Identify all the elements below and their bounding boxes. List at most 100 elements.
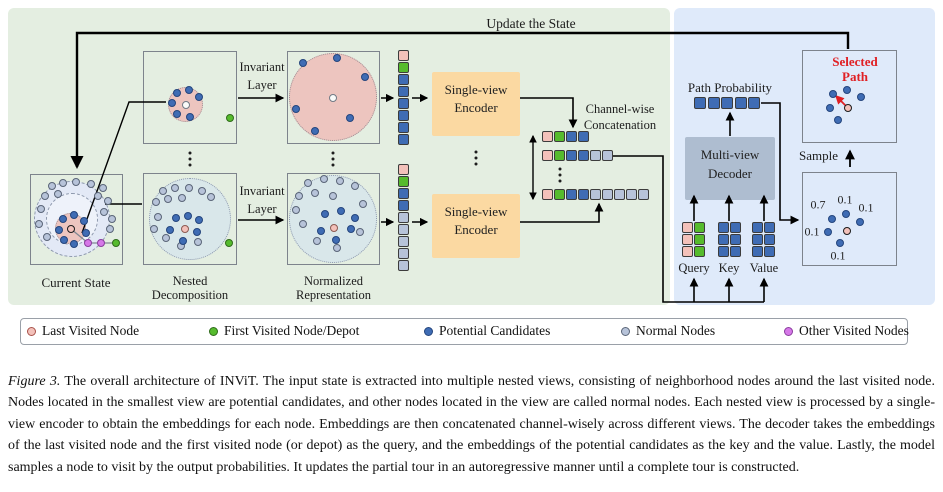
gray-node: [311, 189, 319, 197]
pinkbold-node: [67, 225, 75, 233]
blue-embedding-square: [566, 150, 577, 161]
green-embedding-square: [554, 131, 565, 142]
last-visited-node-marker: [27, 326, 36, 336]
gray-embedding-square: [638, 189, 649, 200]
gray-node: [320, 175, 328, 183]
blue-embedding-square: [398, 110, 409, 121]
blue-node: [299, 59, 307, 67]
pinkbold-node: [843, 227, 851, 235]
gray-embedding-square: [590, 150, 601, 161]
gray-node: [48, 182, 56, 190]
gray-node: [194, 238, 202, 246]
gray-node: [41, 192, 49, 200]
invariant-top-line2: Layer: [247, 78, 277, 92]
blue-node: [836, 239, 844, 247]
blue-embedding-square: [398, 134, 409, 145]
value-embedding-grid: [752, 222, 775, 257]
blue-node: [55, 226, 63, 234]
nested-label-line2: Decomposition: [151, 288, 229, 302]
legend-label-normal-nodes: Normal Nodes: [636, 323, 716, 338]
pink-embedding-square: [398, 50, 409, 61]
green-embedding-square: [694, 222, 705, 233]
blue-node: [351, 214, 359, 222]
gray-node: [164, 195, 172, 203]
selected-path-label: Selected Path: [820, 54, 890, 84]
query-embedding-grid: [682, 222, 705, 257]
gray-node: [185, 184, 193, 192]
green-node: [112, 239, 120, 247]
normalized-label-line1: Normalized: [303, 274, 363, 288]
invariant-layer-bottom-label: Invariant Layer: [236, 182, 288, 218]
legend-label-last-visited: Last Visited Node: [42, 323, 140, 338]
violet-node: [97, 239, 105, 247]
blue-node: [824, 228, 832, 236]
green-embedding-square: [694, 246, 705, 257]
gray-node: [359, 200, 367, 208]
gray-embedding-square: [398, 248, 409, 259]
concat-label-line2: Concatenation: [583, 118, 657, 132]
gray-embedding-square: [398, 236, 409, 247]
blue-node: [834, 116, 842, 124]
green-embedding-square: [554, 150, 565, 161]
gray-node: [207, 193, 215, 201]
blue-embedding-square: [578, 150, 589, 161]
legend-label-potential-candidates: Potential Candidates: [439, 323, 551, 338]
open-node: [329, 94, 337, 102]
blue-embedding-square: [578, 189, 589, 200]
legend-item-first-visited: First Visited Node/Depot: [209, 319, 359, 343]
legend-label-first-visited: First Visited Node/Depot: [224, 323, 360, 338]
key-embedding-grid: [718, 222, 741, 257]
pink-embedding-square: [682, 246, 693, 257]
gray-node: [43, 233, 51, 241]
blue-embedding-square: [764, 234, 775, 245]
blue-embedding-square: [752, 234, 763, 245]
blue-embedding-square: [718, 234, 729, 245]
gray-node: [178, 194, 186, 202]
normal-nodes-marker: [621, 326, 630, 336]
gray-node: [159, 187, 167, 195]
normalized-bottom-box: [287, 173, 380, 265]
pink-embedding-square: [682, 222, 693, 233]
first-visited-node-marker: [209, 326, 218, 336]
blue-embedding-square: [764, 246, 775, 257]
nested-decomposition-label: Nested Decomposition: [133, 274, 247, 302]
gray-embedding-square: [602, 189, 613, 200]
other-visited-node-marker: [784, 326, 793, 336]
blue-embedding-square: [398, 122, 409, 133]
gray-node: [54, 190, 62, 198]
legend-item-potential-candidates: Potential Candidates: [424, 319, 550, 343]
blue-embedding-square: [694, 97, 706, 109]
blue-embedding-square: [734, 97, 747, 109]
gray-node: [154, 213, 162, 221]
blue-embedding-square: [730, 234, 741, 245]
gray-node: [299, 220, 307, 228]
blue-node: [60, 236, 68, 244]
gray-node: [304, 179, 312, 187]
figure-caption-text: The overall architecture of INViT. The i…: [8, 374, 935, 475]
blue-node: [292, 105, 300, 113]
gray-embedding-square: [398, 212, 409, 223]
single-view-encoder-bottom: Single-view Encoder: [432, 194, 520, 258]
blue-node: [185, 86, 193, 94]
path-probability-row: [694, 97, 760, 109]
gray-embedding-square: [602, 150, 613, 161]
gray-embedding-square: [590, 189, 601, 200]
blue-embedding-square: [730, 222, 741, 233]
sample-label: Sample: [799, 148, 838, 163]
gray-node: [59, 179, 67, 187]
gray-node: [108, 215, 116, 223]
concat-label-line1: Channel-wise: [585, 102, 655, 116]
invariant-top-line1: Invariant: [239, 60, 285, 74]
blue-embedding-square: [764, 222, 775, 233]
blue-node: [193, 228, 201, 236]
legend-item-normal-nodes: Normal Nodes: [621, 319, 715, 343]
invariant-bottom-line2: Layer: [247, 202, 277, 216]
blue-node: [856, 218, 864, 226]
gray-node: [104, 197, 112, 205]
gray-node: [87, 180, 95, 188]
gray-node: [329, 192, 337, 200]
gray-node: [336, 177, 344, 185]
query-label: Query: [678, 261, 710, 275]
ellipsis-encoders: [474, 150, 478, 166]
blue-node: [166, 226, 174, 234]
